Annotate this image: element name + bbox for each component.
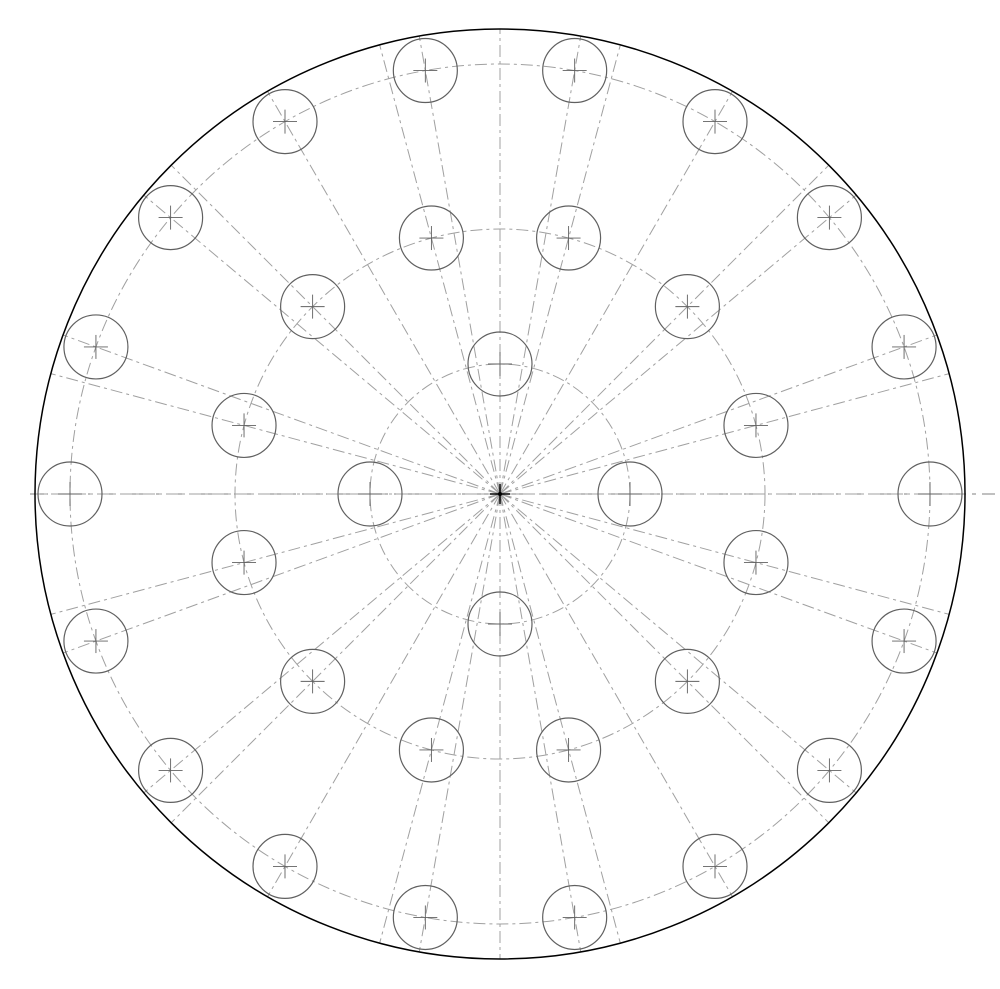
polar-hole-diagram (0, 0, 1000, 989)
center-mark-dot (498, 492, 502, 496)
